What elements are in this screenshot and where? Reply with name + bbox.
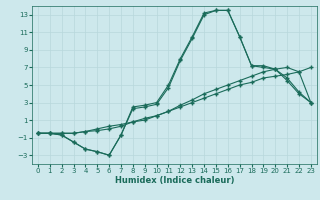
X-axis label: Humidex (Indice chaleur): Humidex (Indice chaleur) (115, 176, 234, 185)
